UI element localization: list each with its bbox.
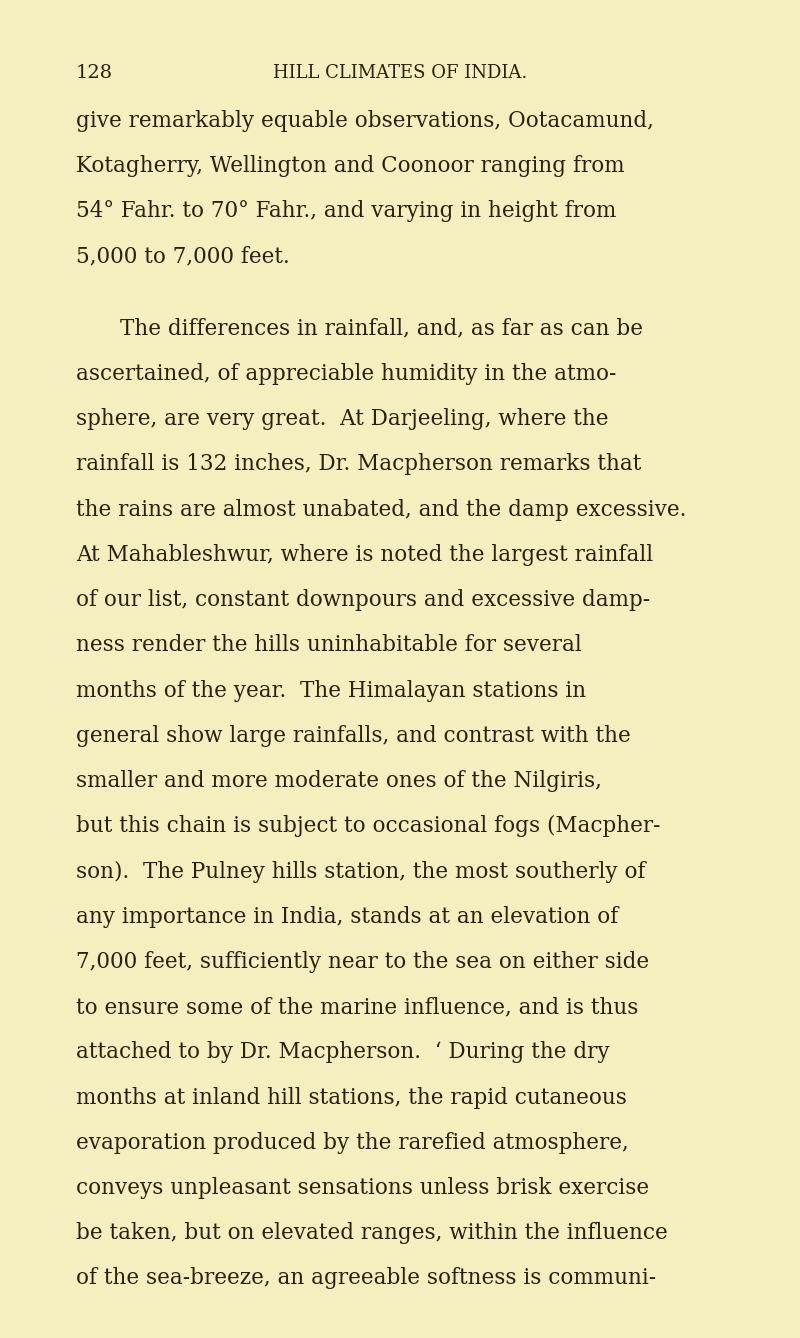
Text: sphere, are very great.  At Darjeeling, where the: sphere, are very great. At Darjeeling, w… xyxy=(76,408,609,431)
Text: months at inland hill stations, the rapid cutaneous: months at inland hill stations, the rapi… xyxy=(76,1086,627,1109)
Text: Kotagherry, Wellington and Coonoor ranging from: Kotagherry, Wellington and Coonoor rangi… xyxy=(76,155,625,177)
Text: HILL CLIMATES OF INDIA.: HILL CLIMATES OF INDIA. xyxy=(273,64,527,82)
Text: 128: 128 xyxy=(76,64,113,82)
Text: ascertained, of appreciable humidity in the atmo-: ascertained, of appreciable humidity in … xyxy=(76,363,616,385)
Text: son).  The Pulney hills station, the most southerly of: son). The Pulney hills station, the most… xyxy=(76,860,646,883)
Text: any importance in India, stands at an elevation of: any importance in India, stands at an el… xyxy=(76,906,618,927)
Text: At Mahableshwur, where is noted the largest rainfall: At Mahableshwur, where is noted the larg… xyxy=(76,543,653,566)
Text: attached to by Dr. Macpherson.  ‘ During the dry: attached to by Dr. Macpherson. ‘ During … xyxy=(76,1041,610,1064)
Text: be taken, but on elevated ranges, within the influence: be taken, but on elevated ranges, within… xyxy=(76,1222,668,1244)
Text: evaporation produced by the rarefied atmosphere,: evaporation produced by the rarefied atm… xyxy=(76,1132,629,1153)
Text: 7,000 feet, sufficiently near to the sea on either side: 7,000 feet, sufficiently near to the sea… xyxy=(76,951,649,973)
Text: rainfall is 132 inches, Dr. Macpherson remarks that: rainfall is 132 inches, Dr. Macpherson r… xyxy=(76,454,642,475)
Text: 54° Fahr. to 70° Fahr., and varying in height from: 54° Fahr. to 70° Fahr., and varying in h… xyxy=(76,201,616,222)
Text: 5,000 to 7,000 feet.: 5,000 to 7,000 feet. xyxy=(76,245,290,268)
Text: general show large rainfalls, and contrast with the: general show large rainfalls, and contra… xyxy=(76,725,630,747)
Text: to ensure some of the marine influence, and is thus: to ensure some of the marine influence, … xyxy=(76,995,638,1018)
Text: give remarkably equable observations, Ootacamund,: give remarkably equable observations, Oo… xyxy=(76,110,654,131)
Text: of the sea-breeze, an agreeable softness is communi-: of the sea-breeze, an agreeable softness… xyxy=(76,1267,656,1290)
Text: but this chain is subject to occasional fogs (Macpher-: but this chain is subject to occasional … xyxy=(76,815,661,838)
Text: The differences in rainfall, and, as far as can be: The differences in rainfall, and, as far… xyxy=(120,317,643,340)
Text: ness render the hills uninhabitable for several: ness render the hills uninhabitable for … xyxy=(76,634,582,657)
Text: of our list, constant downpours and excessive damp-: of our list, constant downpours and exce… xyxy=(76,589,650,611)
Text: the rains are almost unabated, and the damp excessive.: the rains are almost unabated, and the d… xyxy=(76,499,686,520)
Text: smaller and more moderate ones of the Nilgiris,: smaller and more moderate ones of the Ni… xyxy=(76,769,602,792)
Text: conveys unpleasant sensations unless brisk exercise: conveys unpleasant sensations unless bri… xyxy=(76,1177,649,1199)
Text: months of the year.  The Himalayan stations in: months of the year. The Himalayan statio… xyxy=(76,680,586,701)
